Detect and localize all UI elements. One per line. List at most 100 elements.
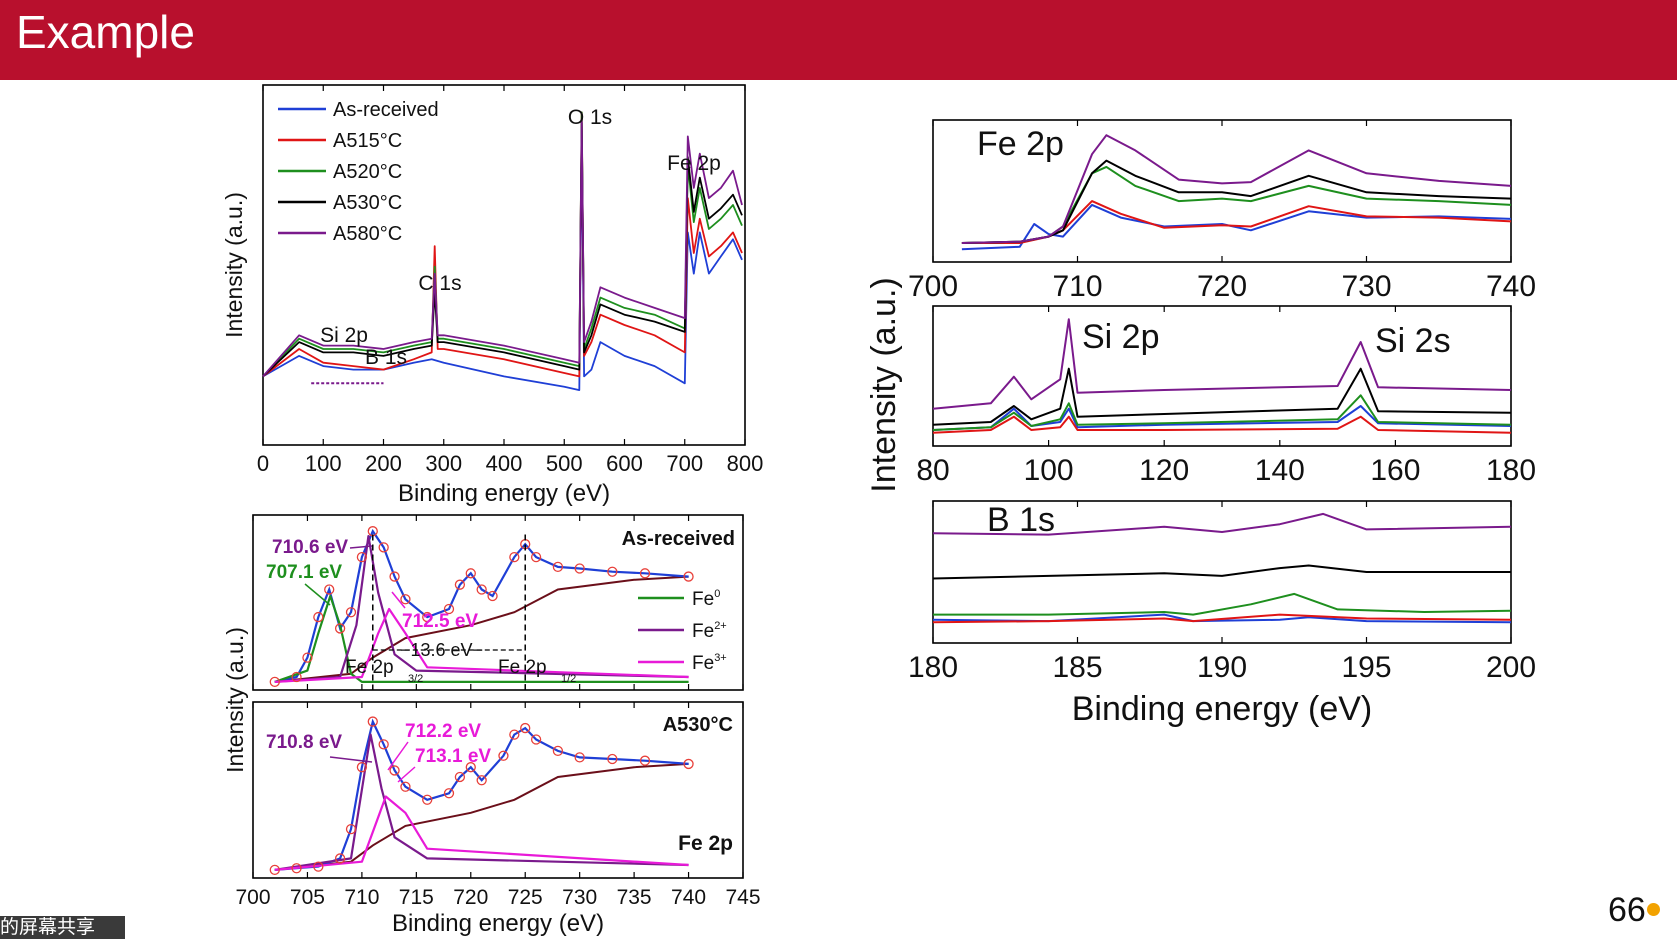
survey-x-tick-label: 300 bbox=[425, 451, 462, 476]
fe2p-a530-data-point bbox=[530, 734, 542, 745]
fe2p-as-received-background-line bbox=[274, 575, 689, 683]
fe2p-a530-panel-label: Fe 2p bbox=[678, 832, 733, 855]
fe2p-a530-envelope-line bbox=[274, 718, 689, 871]
fe2p-a530-data-point bbox=[378, 739, 389, 750]
screen-share-label[interactable]: 的屏幕共享 bbox=[0, 916, 125, 939]
fe2p-legend-superscript: 0 bbox=[714, 588, 720, 600]
fe2p-as-received-frame bbox=[252, 514, 744, 691]
fe2p-a530-x-tick-label: 720 bbox=[453, 886, 488, 909]
fe2p-hires-x-tick-label: 720 bbox=[1197, 270, 1247, 303]
fe2p-legend-entry: Fe2+ bbox=[692, 620, 727, 642]
fe2p-as-received-data-point bbox=[356, 551, 368, 563]
si2p-hires-x-tick-label: 160 bbox=[1370, 454, 1420, 487]
fe2p-as-received-data-point bbox=[443, 603, 455, 615]
fe2p-legend-entry: Fe3+ bbox=[692, 652, 727, 674]
survey-series-line bbox=[262, 111, 743, 378]
fe2p-as-received-data-point bbox=[465, 568, 476, 579]
fe2p-a530-data-point bbox=[345, 823, 357, 835]
fe2p-as-received-data-point bbox=[454, 579, 466, 590]
fe2p-a530-x-tick-label: 700 bbox=[235, 886, 270, 909]
survey-legend-entry: A580°C bbox=[333, 223, 402, 245]
fe2p-a530-data-point bbox=[269, 864, 280, 876]
fe2p-a530-data-point bbox=[520, 722, 531, 734]
fe2p-1-2-subscript: 1/2 bbox=[561, 673, 576, 685]
fe2p-as-received-data-point bbox=[639, 568, 651, 579]
fe2p-x-axis-label: Binding energy (eV) bbox=[392, 910, 604, 937]
fe2p-annotation-710-6: 710.6 eV bbox=[272, 537, 348, 558]
survey-legend-entry: A520°C bbox=[333, 161, 402, 183]
fe2p-as-received-data-point bbox=[302, 652, 313, 663]
si2p-hires-series-line bbox=[932, 318, 1512, 410]
fe2p-as-received-data-point bbox=[552, 561, 564, 573]
fe2p-a530-frame bbox=[252, 701, 744, 879]
b1s-hires-series-line bbox=[932, 512, 1512, 536]
survey-legend-entry: A515°C bbox=[333, 130, 402, 152]
fe2p-as-received-data-point bbox=[476, 584, 487, 595]
fe2p-3-2-label: Fe 2p bbox=[345, 657, 394, 678]
fe2p-as-received-component-line bbox=[274, 594, 689, 683]
si2p-hires-x-tick-label: 180 bbox=[1486, 454, 1536, 487]
fe2p-legend-superscript: 2+ bbox=[714, 620, 727, 632]
fe2p-a530-data-point bbox=[400, 781, 411, 792]
survey-peak-label: C 1s bbox=[418, 272, 461, 295]
fe2p-a530-data-point bbox=[389, 765, 400, 776]
fe2p-a530-data-point bbox=[465, 762, 476, 773]
fe2p-annotation-712-5: 712.5 eV bbox=[402, 611, 478, 632]
si2p-hires-series-line bbox=[932, 367, 1512, 426]
fe2p-a530-component-line bbox=[274, 733, 689, 871]
fe2p-a530-x-tick-label: 710 bbox=[344, 886, 379, 909]
fe2p-legend-superscript: 3+ bbox=[714, 652, 727, 664]
fe2p-1-2-label: Fe 2p bbox=[498, 657, 547, 678]
fe2p-leader-line bbox=[349, 545, 373, 549]
fe2p-hires-series-line bbox=[961, 134, 1512, 244]
fe2p-3-2-subscript: 3/2 bbox=[408, 673, 423, 685]
fe2p-as-received-component-line bbox=[274, 607, 689, 683]
fe2p-as-received-data-point bbox=[530, 551, 542, 563]
fe2p-as-received-data-point bbox=[334, 623, 346, 634]
fe2p-as-received-data-point bbox=[269, 676, 280, 688]
survey-x-tick-label: 100 bbox=[305, 451, 342, 476]
fe2p-a530-leader-line bbox=[329, 756, 373, 763]
si2p-hires-series-line bbox=[932, 415, 1512, 434]
survey-x-tick-label: 600 bbox=[606, 451, 643, 476]
fe2p-y-axis-label: Intensity (a.u.) bbox=[222, 627, 248, 773]
fe2p-annotation-707-1: 707.1 eV bbox=[266, 562, 342, 583]
slide-title: Example bbox=[16, 6, 195, 58]
survey-x-tick-label: 400 bbox=[486, 451, 523, 476]
survey-x-tick-label: 200 bbox=[365, 451, 402, 476]
fe2p-a530-x-tick-label: 730 bbox=[562, 886, 597, 909]
right-x-axis-label: Binding energy (eV) bbox=[1072, 690, 1373, 728]
fe2p-hires-x-tick-label: 730 bbox=[1341, 270, 1391, 303]
fe2p-legend-entry: Fe0 bbox=[692, 588, 720, 610]
survey-x-tick-label: 800 bbox=[727, 451, 764, 476]
fe2p-a530-data-point bbox=[552, 745, 564, 757]
si2p-hires-x-tick-label: 140 bbox=[1255, 454, 1305, 487]
fe2p-a530-annotation-713-1: 713.1 eV bbox=[415, 746, 491, 767]
survey-x-tick-label: 0 bbox=[257, 451, 269, 476]
fe2p-a530-data-point bbox=[313, 861, 324, 872]
fe2p-a530-data-point bbox=[443, 788, 455, 799]
fe2p-a530-annotation-712-2: 712.2 eV bbox=[405, 721, 481, 742]
fe2p-a530-leader-line bbox=[387, 741, 409, 771]
b1s-hires-series-line bbox=[933, 592, 1512, 616]
survey-peak-label: Fe 2p bbox=[667, 152, 721, 175]
si2p-hires-x-tick-label: 80 bbox=[916, 454, 949, 487]
si2p-hires-x-tick-label: 100 bbox=[1024, 454, 1074, 487]
survey-peak-label: B 1s bbox=[365, 346, 407, 369]
fe2p-a530-data-point bbox=[334, 853, 346, 864]
fe2p-a530-data-point bbox=[476, 775, 487, 786]
fe2p-a530-sample-label: A530°C bbox=[663, 714, 733, 736]
fe2p-a530-leader-line bbox=[397, 766, 416, 783]
si2p-hires-label: Si 2p bbox=[1082, 318, 1160, 356]
fe2p-hires-x-tick-label: 740 bbox=[1486, 270, 1536, 303]
b1s-hires-x-tick-label: 190 bbox=[1197, 651, 1247, 684]
fe2p-as-received-data-point bbox=[345, 607, 357, 618]
fe2p-a530-x-tick-label: 735 bbox=[617, 886, 652, 909]
fe2p-leader-line bbox=[304, 583, 331, 606]
fe2p-as-received-data-point bbox=[422, 611, 433, 623]
page-dot-icon bbox=[1647, 903, 1660, 916]
si2p-hires-series-line bbox=[932, 405, 1512, 431]
fe2p-as-received-data-point bbox=[574, 563, 585, 574]
b1s-hires-series-line bbox=[932, 613, 1512, 624]
